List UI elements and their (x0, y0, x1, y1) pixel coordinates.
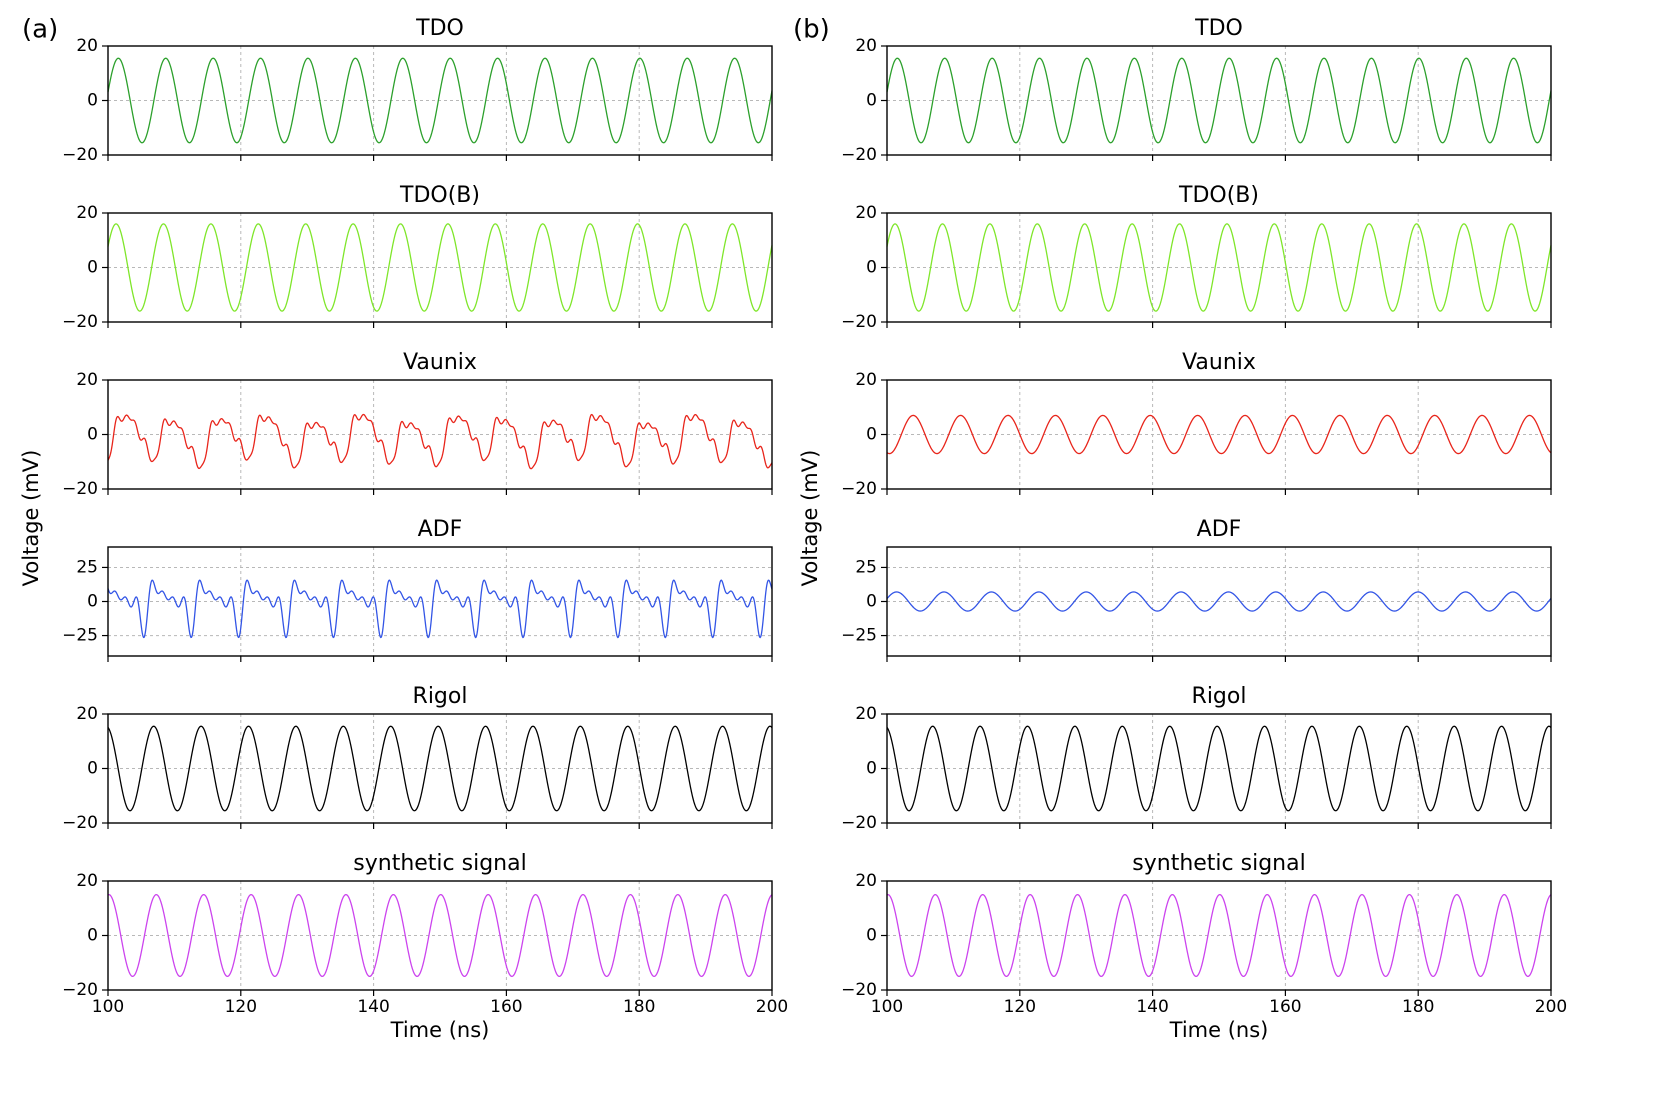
subplot-tdo-b-: TDO(B) 20 0 −20 (62, 183, 773, 332)
series-line (107, 725, 773, 812)
subplot-title: synthetic signal (1132, 851, 1305, 876)
subplot-title: TDO (1194, 16, 1243, 41)
x-tick-label: 140 (357, 997, 389, 1017)
subplot-vaunix: Vaunix 20 0 −20 (62, 350, 773, 499)
y-tick-label: 20 (76, 203, 98, 223)
x-tick-label: 100 (871, 997, 903, 1017)
panel-b: (b)Voltage (mV)TDO200−20TDO(B)200−20Vaun… (793, 15, 1567, 1043)
series-line (886, 223, 1552, 312)
y-tick-label: 0 (866, 759, 877, 779)
y-tick-label: 0 (866, 91, 877, 111)
y-tick-label: −25 (841, 626, 877, 646)
y-tick-label: 20 (855, 36, 877, 56)
y-tick-label: 20 (855, 871, 877, 891)
y-tick-label: −20 (841, 479, 877, 499)
y-tick-label: −20 (62, 145, 98, 165)
subplot-title: TDO(B) (1178, 183, 1259, 208)
y-tick-label: −20 (841, 312, 877, 332)
y-tick-label: 0 (866, 926, 877, 946)
subplot-vaunix: Vaunix 20 0 −20 (841, 350, 1552, 499)
y-tick-label: 0 (87, 926, 98, 946)
y-tick-label: 0 (87, 759, 98, 779)
x-tick-label: 200 (1535, 997, 1567, 1017)
series-line (886, 591, 1552, 612)
series-line (107, 223, 773, 312)
y-tick-label: −20 (841, 980, 877, 1000)
series-line (886, 725, 1552, 812)
y-tick-label: 20 (76, 704, 98, 724)
subplot-title: TDO(B) (399, 183, 480, 208)
panel-label: (b) (793, 15, 830, 45)
series-line (107, 579, 773, 639)
y-tick-label: 20 (855, 704, 877, 724)
y-tick-label: 20 (855, 370, 877, 390)
y-tick-label: 0 (866, 425, 877, 445)
series-line (107, 893, 773, 978)
x-axis-label: Time (ns) (1169, 1018, 1269, 1042)
y-tick-label: 25 (76, 557, 98, 577)
y-tick-label: 0 (866, 258, 877, 278)
y-tick-label: 25 (855, 557, 877, 577)
y-tick-label: 20 (76, 36, 98, 56)
panel-a: (a)Voltage (mV)TDO200−20TDO(B)200−20Vaun… (19, 15, 788, 1043)
subplot-title: ADF (418, 517, 463, 542)
panel-label: (a) (22, 15, 58, 45)
subplot-title: ADF (1197, 517, 1242, 542)
x-tick-label: 180 (623, 997, 655, 1017)
subplot-title: TDO (415, 16, 464, 41)
y-tick-label: 0 (87, 91, 98, 111)
subplot-title: Rigol (413, 684, 468, 709)
subplot-adf: ADF 25 0 −25 (841, 517, 1552, 662)
x-tick-label: 180 (1402, 997, 1434, 1017)
y-tick-label: 0 (87, 258, 98, 278)
subplot-rigol: Rigol 20 0 −20 (841, 684, 1552, 833)
y-tick-label: −20 (62, 312, 98, 332)
x-axis-label: Time (ns) (390, 1018, 490, 1042)
subplot-title: synthetic signal (353, 851, 526, 876)
subplot-tdo: TDO 20 0 −20 (62, 16, 773, 165)
y-tick-label: 20 (855, 203, 877, 223)
subplot-title: Rigol (1192, 684, 1247, 709)
series-line (107, 413, 773, 470)
series-line (886, 893, 1552, 978)
y-tick-label: 0 (87, 425, 98, 445)
y-axis-label: Voltage (mV) (19, 450, 43, 587)
y-tick-label: 0 (866, 592, 877, 612)
y-tick-label: 0 (87, 592, 98, 612)
subplot-tdo: TDO 20 0 −20 (841, 16, 1552, 165)
subplot-title: Vaunix (1182, 350, 1256, 375)
y-tick-label: −20 (62, 813, 98, 833)
y-tick-label: −20 (62, 980, 98, 1000)
subplot-adf: ADF 25 0 −25 (62, 517, 773, 662)
y-axis-label: Voltage (mV) (798, 450, 822, 587)
y-tick-label: −20 (841, 813, 877, 833)
subplot-rigol: Rigol 20 0 −20 (62, 684, 773, 833)
x-tick-label: 160 (1269, 997, 1301, 1017)
series-line (886, 57, 1552, 144)
x-tick-label: 160 (490, 997, 522, 1017)
y-tick-label: 20 (76, 370, 98, 390)
x-tick-label: 120 (1004, 997, 1036, 1017)
series-line (107, 57, 773, 144)
x-tick-label: 100 (92, 997, 124, 1017)
y-tick-label: −20 (62, 479, 98, 499)
subplot-title: Vaunix (403, 350, 477, 375)
y-tick-label: 20 (76, 871, 98, 891)
subplot-tdo-b-: TDO(B) 20 0 −20 (841, 183, 1552, 332)
series-line (886, 414, 1552, 455)
x-tick-label: 140 (1136, 997, 1168, 1017)
x-tick-label: 120 (225, 997, 257, 1017)
x-tick-label: 200 (756, 997, 788, 1017)
y-tick-label: −25 (62, 626, 98, 646)
y-tick-label: −20 (841, 145, 877, 165)
